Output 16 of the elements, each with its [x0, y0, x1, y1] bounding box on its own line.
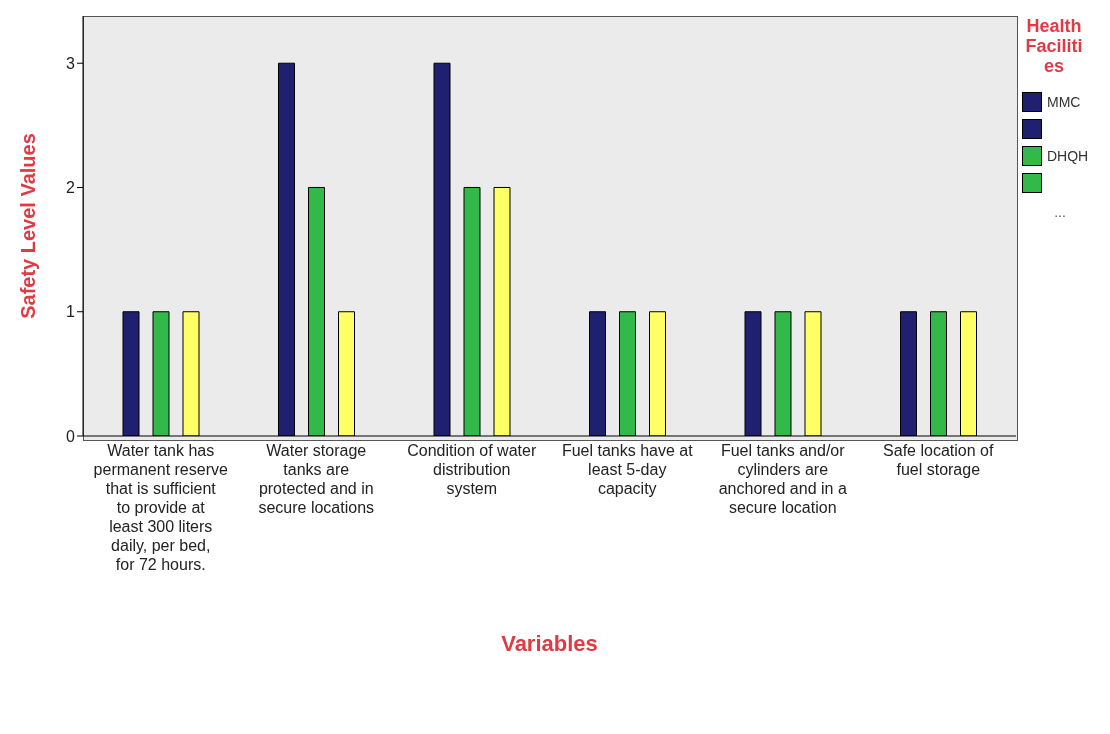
y-axis-title: Safety Level Values: [17, 133, 40, 319]
x-axis-title: Variables: [501, 631, 598, 656]
x-tick-label: Safe location of fuel storage: [883, 442, 994, 478]
y-tick-label: 1: [66, 303, 76, 321]
y-tick-label: 2: [66, 179, 76, 197]
legend-label: DHQH: [1047, 147, 1089, 164]
x-tick-label: Fuel tanks and/or cylinders are anchored and in a secure location: [718, 442, 847, 516]
x-tick-label: Water tank has permanent reserve that is sufficient to provide at least 300 liters daily, per bed, for 72 hours.: [93, 442, 228, 573]
x-tick-label: Water storage tanks are protected and in secure locations: [258, 442, 375, 516]
legend-label: MMC: [1047, 93, 1081, 110]
x-tick-label: Fuel tanks have at least 5-day capacity: [561, 442, 694, 497]
text: ...: [1053, 204, 1067, 220]
y-tick-label: 0: [66, 427, 76, 445]
x-tick-label: Condition of water distribution system: [407, 442, 537, 497]
y-tick-label: 3: [66, 54, 76, 72]
legend-title: Health Facilities: [1024, 16, 1084, 76]
